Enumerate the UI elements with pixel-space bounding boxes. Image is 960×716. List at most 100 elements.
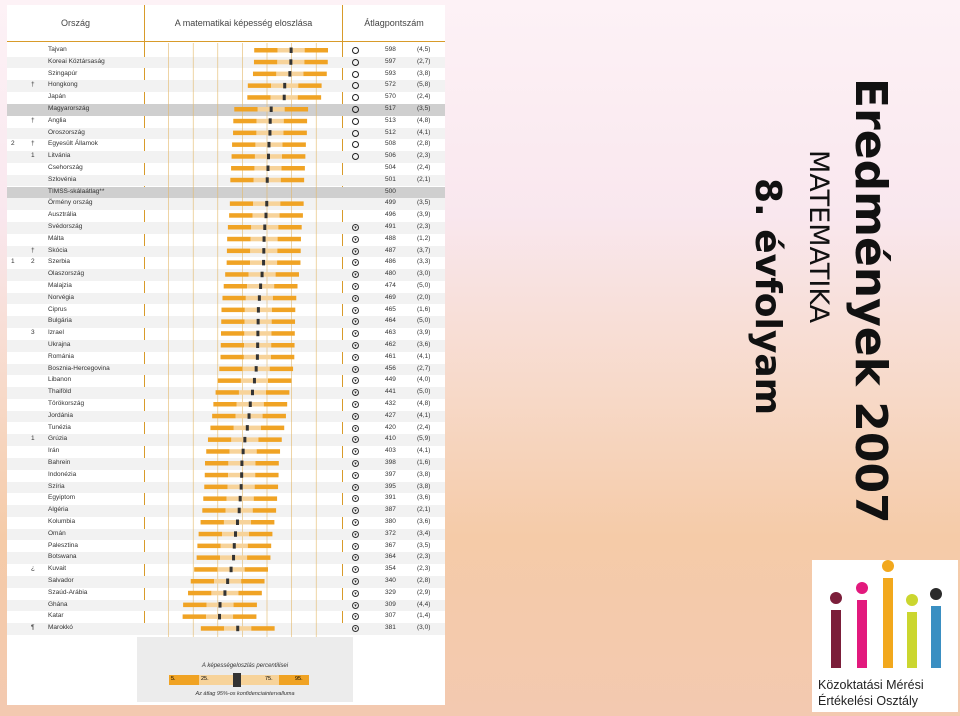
country-name: Kuvait [48, 565, 67, 573]
average-score: 487 [385, 246, 396, 254]
table-row: 1 Grúzia ▾ 410 (5,9) [7, 434, 445, 447]
below-average-icon: ▾ [352, 601, 359, 609]
standard-error: (1,4) [417, 612, 431, 620]
average-score: 491 [385, 223, 396, 230]
table-row: Ciprus ▾ 465 (1,6) [7, 305, 445, 317]
standard-error: (2,3) [417, 565, 431, 573]
standard-error: (2,3) [417, 553, 431, 561]
footnote-mark-2: 3 [31, 329, 35, 337]
country-name: Csehország [48, 164, 83, 171]
country-name: Omán [48, 529, 66, 537]
country-name: Litvánia [48, 152, 71, 160]
standard-error: (4,1) [417, 447, 431, 455]
standard-error: (1,2) [417, 234, 431, 242]
standard-error: (4,8) [417, 400, 431, 407]
table-row: Algéria ▾ 387 (2,1) [7, 505, 445, 517]
standard-error: (5,0) [417, 388, 431, 396]
country-name: Izrael [48, 329, 64, 337]
average-score: 506 [385, 152, 396, 160]
average-score: 517 [385, 105, 396, 112]
average-score: 364 [385, 553, 396, 561]
table-row: Oroszország 512 (4,1) [7, 127, 445, 140]
footnote-mark-2: † [31, 116, 35, 124]
footnote-mark-2: 2 [31, 258, 35, 266]
standard-error: (2,1) [417, 506, 431, 514]
table-row: Magyarország 517 (3,5) [7, 104, 445, 116]
average-score: 456 [385, 364, 396, 372]
table-row: Norvégia ▾ 469 (2,0) [7, 292, 445, 305]
footnote-mark-2: † [31, 81, 35, 89]
standard-error: (3,0) [417, 270, 431, 278]
average-score: 387 [385, 506, 396, 514]
country-name: Botswana [48, 553, 77, 561]
standard-error: (2,1) [417, 175, 431, 183]
country-name: TIMSS-skálaátlag** [48, 187, 105, 195]
standard-error: (2,4) [417, 164, 431, 171]
table-row: † Hongkong 572 (5,8) [7, 80, 445, 93]
legend: A képességeloszlás percentilisei 5. 25. … [137, 637, 353, 702]
timss-figure: Ország A matematikai képesség eloszlása … [7, 5, 445, 705]
standard-error: (4,1) [417, 128, 431, 136]
legend-ci-box [233, 673, 241, 687]
table-row: Törökország ▾ 432 (4,8) [7, 399, 445, 411]
header-average: Átlagpontszám [343, 5, 445, 42]
standard-error: (3,3) [417, 258, 431, 266]
average-score: 469 [385, 293, 396, 301]
standard-error: (3,8) [417, 69, 431, 77]
table-row: Libanon ▾ 449 (4,0) [7, 375, 445, 387]
standard-error: (2,4) [417, 93, 431, 101]
standard-error: (5,0) [417, 317, 431, 325]
average-score: 463 [385, 329, 396, 337]
average-score: 488 [385, 234, 396, 242]
average-score: 499 [385, 199, 396, 207]
country-name: Norvégia [48, 293, 75, 301]
standard-error: (3,6) [417, 341, 431, 348]
table-row: Bahrein ▾ 398 (1,6) [7, 458, 445, 470]
standard-error: (5,8) [417, 81, 431, 89]
table-row: 1 2 Szerbia ▾ 486 (3,3) [7, 257, 445, 269]
below-average-icon: ▾ [352, 495, 359, 503]
standard-error: (2,7) [417, 57, 431, 65]
legend-p25: 25. [201, 676, 209, 682]
table-row: ¿ Kuvait ▾ 354 (2,3) [7, 564, 445, 576]
standard-error: (2,0) [417, 293, 431, 301]
standard-error: (3,5) [417, 541, 431, 549]
average-score: 395 [385, 482, 396, 490]
below-average-icon: ▾ [352, 247, 359, 255]
average-score: 449 [385, 376, 396, 384]
average-score: 464 [385, 317, 396, 325]
country-name: Egyiptom [48, 494, 76, 502]
logo-line-2: Értékelési Osztály [818, 694, 919, 708]
table-row: Japán 570 (2,4) [7, 92, 445, 104]
standard-error: (5,0) [417, 282, 431, 289]
standard-error: (4,4) [417, 600, 431, 608]
standard-error: (3,9) [417, 329, 431, 337]
country-name: Ausztrália [48, 211, 77, 219]
average-score: 410 [385, 435, 396, 443]
slide-subtitle: MATEMATIKA [803, 150, 834, 324]
country-name: Bosznia-Hercegovina [48, 364, 110, 372]
country-name: Jordánia [48, 411, 73, 419]
standard-error: (3,4) [417, 529, 431, 537]
table-row: Omán ▾ 372 (3,4) [7, 528, 445, 541]
country-name: Algéria [48, 506, 69, 514]
table-row: † Anglia 513 (4,8) [7, 116, 445, 128]
table-row: Románia ▾ 461 (4,1) [7, 352, 445, 364]
average-score: 474 [385, 282, 396, 289]
standard-error: (2,4) [417, 423, 431, 431]
country-name: Ciprus [48, 305, 67, 313]
average-score: 380 [385, 518, 396, 525]
standard-error: (1,6) [417, 305, 431, 313]
legend-ci-label: Az átlag 95%-os konfidenciaintervalluma [195, 691, 295, 697]
country-name: Tunézia [48, 423, 71, 431]
average-score: 309 [385, 600, 396, 608]
table-row: Jordánia ▾ 427 (4,1) [7, 410, 445, 423]
legend-title: A képességeloszlás percentilisei [201, 663, 289, 669]
standard-error: (2,8) [417, 140, 431, 148]
above-average-icon [352, 117, 359, 125]
country-name: Ukrajna [48, 341, 71, 348]
table-row: Thaiföld ▾ 441 (5,0) [7, 387, 445, 399]
slide-title-block: Eredmények 2007 MATEMATIKA 8. évfolyam [736, 78, 896, 524]
table-row: 1 Litvánia 506 (2,3) [7, 151, 445, 163]
average-score: 432 [385, 400, 396, 407]
